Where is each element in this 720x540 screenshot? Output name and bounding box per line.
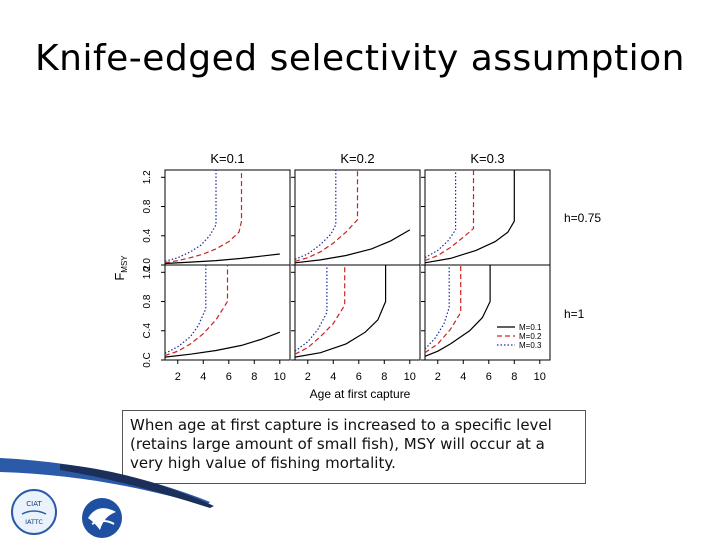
x-tick-label: 10 xyxy=(404,371,416,383)
legend-label: M=0.2 xyxy=(519,332,542,341)
series-line-M03 xyxy=(424,170,457,259)
series-line-M03 xyxy=(424,265,450,350)
x-tick-label: 6 xyxy=(226,371,232,383)
x-tick-label: 8 xyxy=(381,371,387,383)
caption-box: When age at first capture is increased t… xyxy=(122,410,586,484)
series-line-M02 xyxy=(294,265,346,355)
series-line-M02 xyxy=(164,170,243,264)
series-line-M01 xyxy=(294,229,411,264)
y-tick-label: 0.8 xyxy=(142,294,153,308)
slide-title: Knife-edged selectivity assumption xyxy=(35,38,685,79)
series-line-M01 xyxy=(424,265,491,357)
x-tick-label: 4 xyxy=(330,371,336,383)
series-line-M03 xyxy=(294,265,328,352)
series-line-M02 xyxy=(164,265,229,357)
y-axis-label: FMSY xyxy=(112,255,129,281)
series-line-M01 xyxy=(164,331,281,358)
row-label: h=0.75 xyxy=(564,211,601,225)
series-line-M02 xyxy=(294,170,359,262)
ciat-iattc-logo: CIAT IATTC xyxy=(11,489,57,535)
y-tick-label: C.4 xyxy=(142,323,153,339)
y-tick-label: 0.8 xyxy=(142,199,153,213)
x-tick-label: 8 xyxy=(511,371,517,383)
panel-frame xyxy=(424,169,551,266)
column-title: K=0.1 xyxy=(210,151,244,166)
series-line-M02 xyxy=(424,265,462,354)
y-tick-label: 1.2 xyxy=(142,265,153,279)
footer-swoosh-dark xyxy=(60,464,214,508)
panel-frame xyxy=(164,169,291,266)
row-label: h=1 xyxy=(564,307,585,321)
panel-grid xyxy=(161,169,551,364)
y-tick-label: 0.C xyxy=(142,352,153,368)
figure-labels: K=0.1 K=0.2 K=0.3 h=0.75 h=1 0.0 0.4 0.8 1.2 0.C C… xyxy=(112,151,601,401)
column-title: K=0.3 xyxy=(470,151,504,166)
series-line-M03 xyxy=(164,170,217,262)
x-tick-label: 6 xyxy=(356,371,362,383)
noaa-logo xyxy=(82,498,122,538)
y-tick-label: 1.2 xyxy=(142,170,153,184)
x-axis-label: Age at first capture xyxy=(310,387,411,401)
x-tick-label: 4 xyxy=(200,371,206,383)
footer-swoosh xyxy=(0,458,210,506)
x-tick-label: 10 xyxy=(274,371,286,383)
panel-frame xyxy=(424,264,551,361)
panel-frame xyxy=(294,264,421,361)
series-line-M01 xyxy=(164,253,280,265)
x-tick-label: 10 xyxy=(534,371,546,383)
series-line-M01 xyxy=(294,265,387,358)
ciat-logo-text: CIAT xyxy=(26,500,42,508)
series-line-M03 xyxy=(294,170,337,260)
legend-label: M=0.1 xyxy=(519,323,542,332)
iattc-logo-text: IATTC xyxy=(25,518,43,526)
footer-decoration: CIAT IATTC xyxy=(0,458,214,538)
series-line-M01 xyxy=(424,170,515,264)
x-tick-label: 4 xyxy=(460,371,466,383)
x-tick-label: 6 xyxy=(486,371,492,383)
y-tick-label: 0.4 xyxy=(142,228,153,242)
legend-label: M=0.3 xyxy=(519,341,542,350)
column-title: K=0.2 xyxy=(340,151,374,166)
x-tick-label: 2 xyxy=(305,371,311,383)
x-tick-label: 2 xyxy=(175,371,181,383)
x-tick-label: 2 xyxy=(435,371,441,383)
series-line-M02 xyxy=(424,170,475,262)
y-tick-label: 0.0 xyxy=(142,258,153,272)
panel-frame xyxy=(294,169,421,266)
x-tick-label: 8 xyxy=(251,371,257,383)
